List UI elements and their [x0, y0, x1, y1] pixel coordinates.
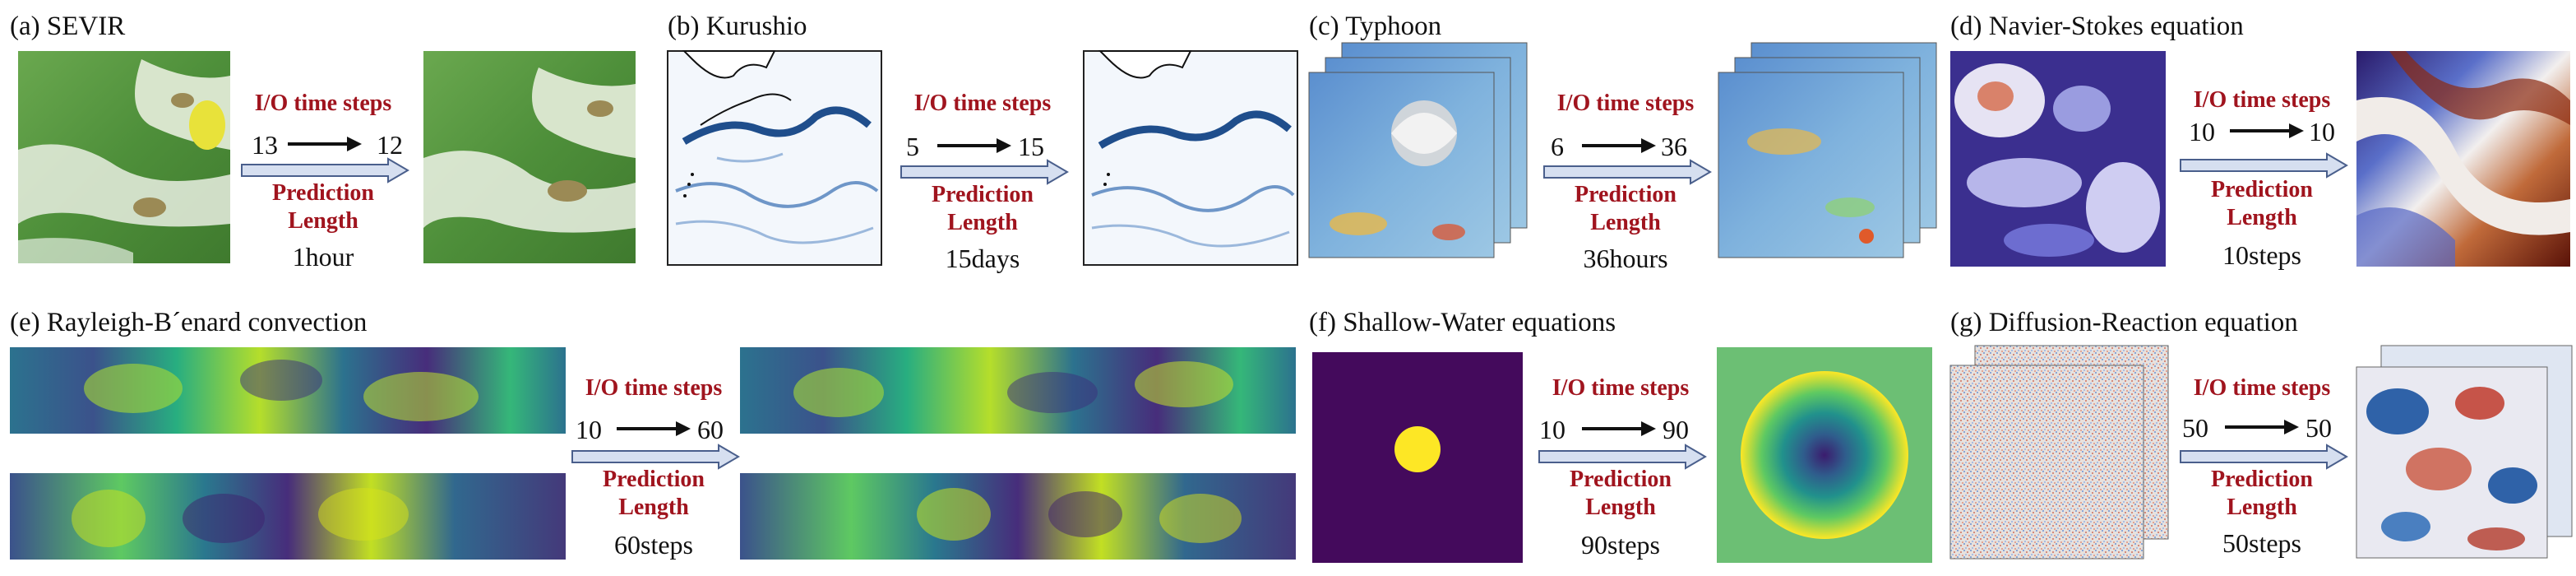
panel-a-prediction-label: Prediction Length	[229, 179, 418, 235]
panel-c-prediction-arrow	[1543, 159, 1712, 185]
panel-c-length: 36hours	[1583, 244, 1668, 273]
length-word: Length	[618, 495, 689, 520]
panel-a-length: 1hour	[292, 242, 354, 272]
panel-a-input-steps: 13	[252, 130, 278, 160]
panel-g-title: (g) Diffusion-Reaction equation	[1950, 308, 2298, 337]
panel-b-length: 15days	[945, 244, 1020, 273]
rbc-output-bottom	[740, 473, 1296, 560]
panel-c-io-label: I/O time steps	[1556, 91, 1695, 116]
diffusion-reaction-input	[1949, 345, 2169, 560]
prediction-word: Prediction	[932, 182, 1034, 207]
panel-g-io-label: I/O time steps	[2193, 375, 2331, 401]
panel-b-input-steps: 5	[906, 132, 919, 161]
panel-d-input-steps: 10	[2189, 117, 2215, 146]
panel-f-prediction-arrow	[1538, 444, 1707, 470]
panel-b-output-steps: 15	[1018, 132, 1044, 161]
length-word: Length	[288, 208, 358, 234]
panel-f-title: (f) Shallow-Water equations	[1309, 308, 1616, 337]
length-word: Length	[1590, 210, 1661, 235]
diffusion-reaction-output	[2356, 345, 2573, 559]
panel-d-prediction-label: Prediction Length	[2167, 176, 2356, 232]
typhoon-output-stack	[1718, 42, 1937, 258]
panel-b-io-label: I/O time steps	[913, 91, 1052, 116]
panel-e-prediction-label: Prediction Length	[559, 466, 748, 522]
typhoon-input-stack	[1308, 42, 1528, 258]
panel-c-input-steps: 6	[1551, 132, 1564, 161]
panel-b-title: (b) Kurushio	[668, 12, 807, 41]
prediction-word: Prediction	[2211, 177, 2313, 202]
panel-f-length: 90steps	[1581, 530, 1660, 560]
prediction-word: Prediction	[2211, 467, 2313, 492]
panel-f-io-arrow	[1582, 421, 1656, 436]
panel-d-prediction-arrow	[2180, 152, 2348, 179]
panel-a-title: (a) SEVIR	[10, 12, 126, 41]
panel-d-io-arrow	[2230, 123, 2304, 138]
panel-f-io-label: I/O time steps	[1552, 375, 1690, 401]
navier-stokes-output-field	[2356, 51, 2570, 267]
panel-c-output-steps: 36	[1661, 132, 1687, 161]
panel-e-prediction-arrow	[571, 444, 740, 470]
length-word: Length	[2227, 205, 2297, 230]
kurushio-output-map	[1083, 50, 1298, 266]
panel-d-io-label: I/O time steps	[2193, 87, 2331, 113]
panel-d-output-steps: 10	[2309, 117, 2335, 146]
panel-d-length: 10steps	[2222, 240, 2301, 270]
length-word: Length	[2227, 495, 2297, 520]
panel-b-io-arrow	[937, 138, 1011, 153]
panel-g-input-steps: 50	[2182, 413, 2208, 443]
panel-g-io-arrow	[2225, 420, 2299, 434]
panel-b-prediction-label: Prediction Length	[888, 181, 1077, 237]
panel-f-prediction-label: Prediction Length	[1526, 466, 1715, 522]
panel-c-io-arrow	[1582, 138, 1656, 153]
rbc-input-top	[10, 347, 566, 434]
panel-g-length: 50steps	[2222, 528, 2301, 558]
panel-g-prediction-label: Prediction Length	[2167, 466, 2356, 522]
panel-e-length: 60steps	[614, 530, 693, 560]
panel-g-prediction-arrow	[2180, 444, 2348, 470]
panel-f-input-steps: 10	[1539, 415, 1565, 444]
rbc-output-top	[740, 347, 1296, 434]
panel-e-title: (e) Rayleigh-B´enard convection	[10, 308, 368, 337]
prediction-word: Prediction	[272, 180, 374, 206]
sevir-input-image	[18, 51, 230, 263]
navier-stokes-input-field	[1950, 51, 2166, 267]
shallow-water-input	[1312, 352, 1523, 563]
panel-e-io-arrow	[617, 421, 691, 436]
sevir-output-image	[423, 51, 636, 263]
panel-e-input-steps: 10	[576, 415, 602, 444]
prediction-word: Prediction	[603, 467, 705, 492]
length-word: Length	[1585, 495, 1656, 520]
panel-d-title: (d) Navier-Stokes equation	[1950, 12, 2244, 41]
panel-a-io-label: I/O time steps	[254, 91, 392, 116]
rbc-input-bottom	[10, 473, 566, 560]
shallow-water-output	[1717, 347, 1932, 563]
length-word: Length	[947, 210, 1018, 235]
panel-e-io-label: I/O time steps	[585, 375, 723, 401]
panel-a-prediction-arrow	[241, 157, 409, 183]
panel-a-io-arrow	[288, 137, 362, 151]
prediction-word: Prediction	[1570, 467, 1672, 492]
panel-a-output-steps: 12	[377, 130, 403, 160]
panel-c-prediction-label: Prediction Length	[1531, 181, 1720, 237]
panel-b-prediction-arrow	[900, 159, 1069, 185]
panel-g-output-steps: 50	[2305, 413, 2332, 443]
panel-c-title: (c) Typhoon	[1309, 12, 1442, 41]
panel-e-output-steps: 60	[697, 415, 724, 444]
panel-f-output-steps: 90	[1663, 415, 1689, 444]
prediction-word: Prediction	[1575, 182, 1676, 207]
kurushio-input-map	[667, 50, 882, 266]
